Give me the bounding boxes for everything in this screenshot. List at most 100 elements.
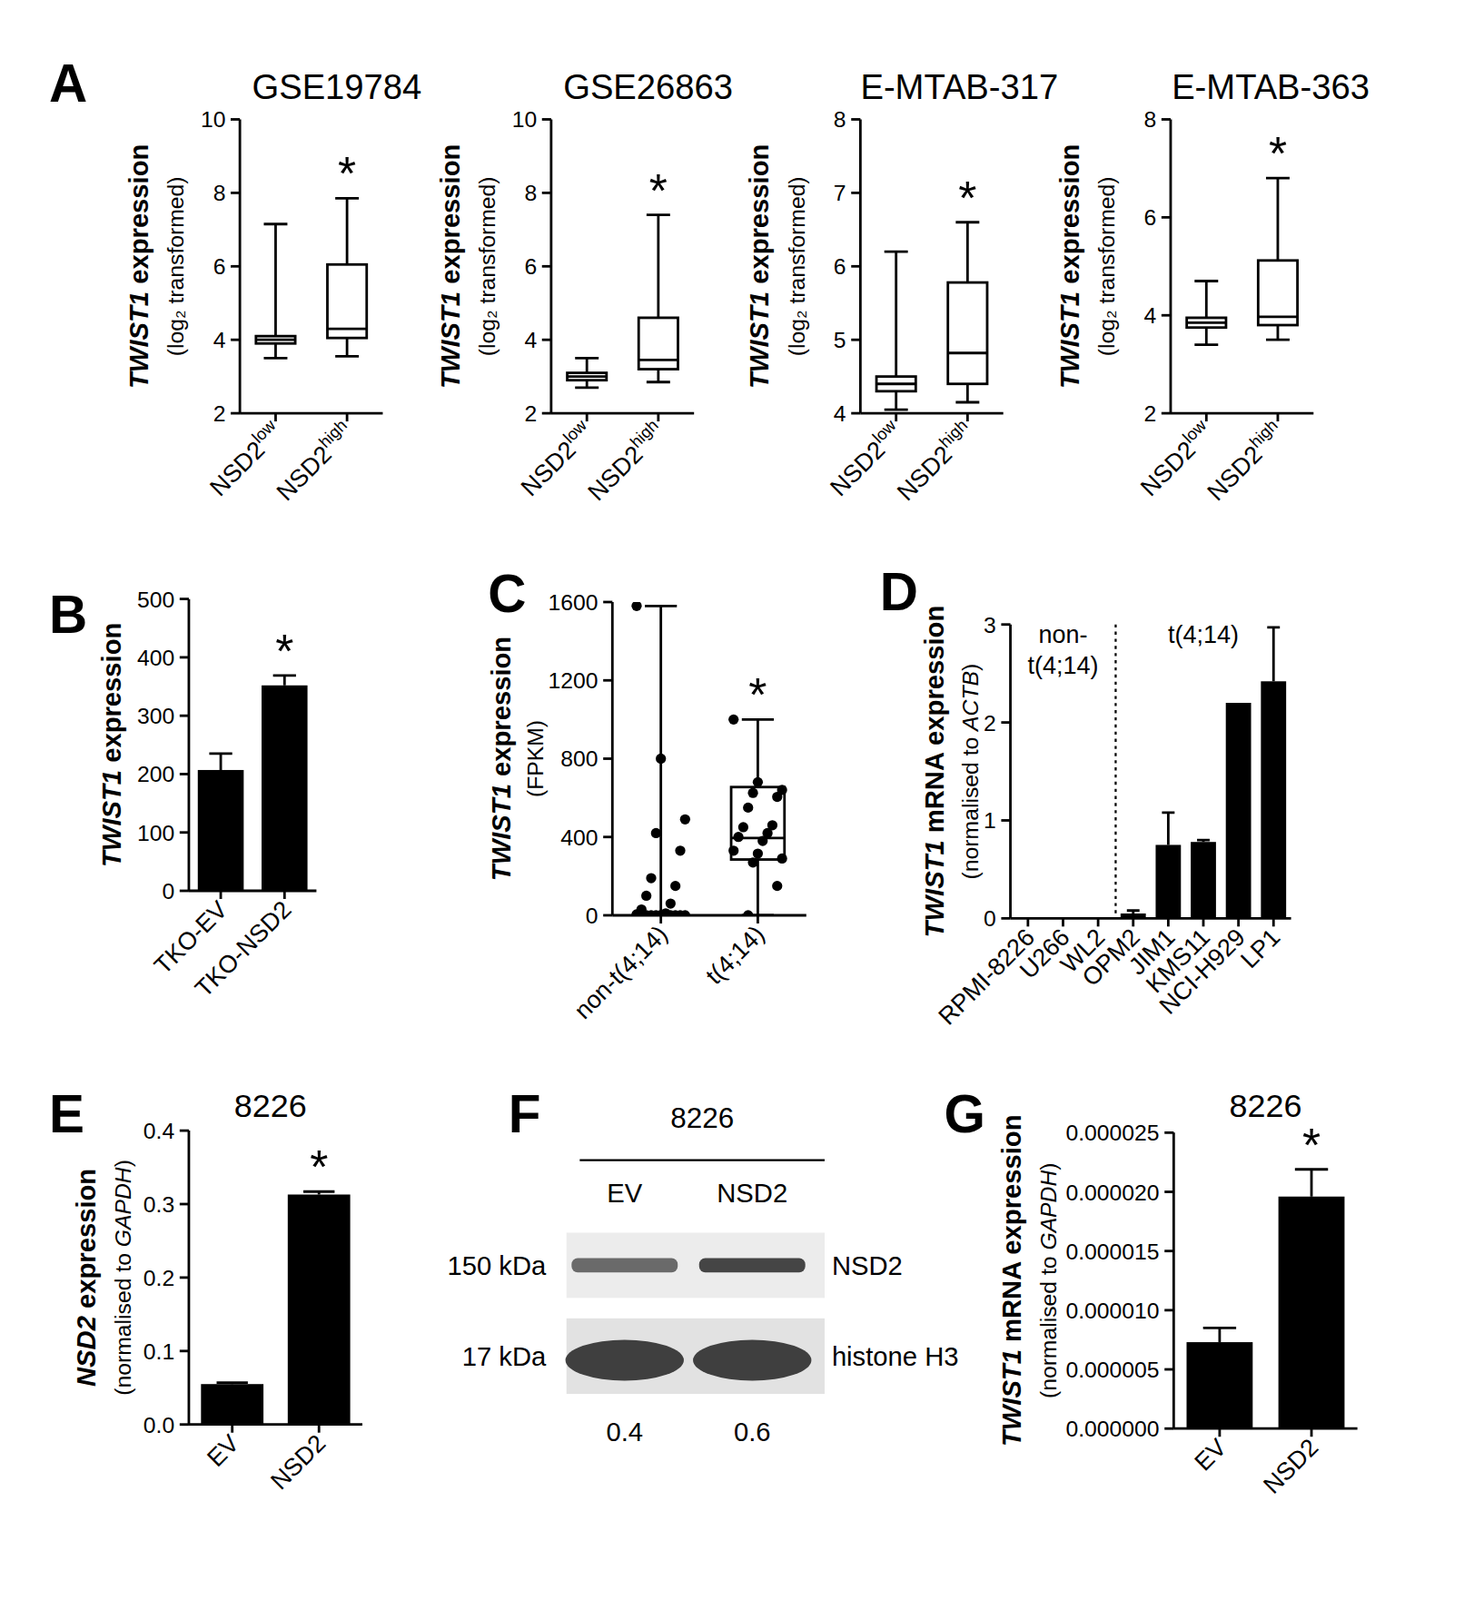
y-tick bbox=[179, 772, 189, 776]
y-tick bbox=[179, 655, 189, 659]
y-axis-label: TWIST1 mRNA expression bbox=[920, 605, 950, 939]
band-size: 150 kDa bbox=[446, 1251, 547, 1281]
panel-1: GSE26863246810TWIST1 expression(log₂ tra… bbox=[435, 67, 733, 506]
panel-letter: B bbox=[49, 584, 88, 644]
whisker-cap bbox=[644, 604, 677, 608]
text-part: TWIST1 bbox=[1055, 291, 1085, 389]
y-tick-label: 800 bbox=[560, 746, 598, 772]
y-tick bbox=[179, 1129, 189, 1133]
box bbox=[326, 264, 367, 338]
text-part: low bbox=[1178, 415, 1211, 447]
y-axis-label: TWIST1 expression bbox=[435, 144, 465, 389]
y-tick bbox=[542, 412, 552, 416]
chart-title: GSE19784 bbox=[251, 67, 422, 107]
y-tick-label: 0 bbox=[161, 879, 175, 904]
x-tick bbox=[1236, 918, 1240, 927]
text-part: high bbox=[935, 415, 971, 452]
data-point bbox=[651, 828, 662, 839]
y-tick bbox=[850, 338, 861, 342]
y-tick bbox=[850, 118, 861, 121]
x-tick bbox=[1217, 1428, 1221, 1437]
band-size: 17 kDa bbox=[462, 1342, 547, 1372]
text-part: GAPDH bbox=[1036, 1170, 1061, 1251]
x-tick bbox=[966, 413, 970, 422]
y-tick-label: 0.2 bbox=[143, 1266, 175, 1291]
y-tick bbox=[1164, 1368, 1174, 1372]
x-tick bbox=[1205, 413, 1208, 422]
data-point bbox=[752, 777, 763, 788]
y-tick-label: 6 bbox=[1143, 205, 1157, 230]
lane-label: EV bbox=[606, 1178, 643, 1208]
y-tick-label: 500 bbox=[137, 587, 175, 613]
y-tick bbox=[603, 757, 613, 761]
panel-9: G82260.0000000.0000050.0000100.0000150.0… bbox=[943, 1084, 1357, 1499]
y-tick-label: 400 bbox=[560, 825, 598, 851]
y-tick-label: 6 bbox=[833, 254, 847, 279]
y-tick bbox=[850, 265, 861, 268]
band-quantification: 0.4 bbox=[605, 1417, 644, 1447]
significance-mark: * bbox=[748, 668, 767, 722]
y-tick bbox=[230, 412, 240, 416]
box bbox=[638, 317, 678, 370]
whisker-cap bbox=[263, 356, 287, 360]
bar bbox=[261, 685, 308, 891]
x-tick bbox=[219, 890, 223, 900]
y-axis-label: (log₂ transformed) bbox=[474, 176, 500, 357]
group-label: t(4;14) bbox=[1167, 621, 1239, 649]
x-tick-label: NSD2high bbox=[1199, 415, 1291, 507]
x-tick-label: t(4;14) bbox=[700, 920, 770, 990]
whisker-cap bbox=[574, 356, 599, 360]
y-tick-label: 1 bbox=[983, 808, 997, 833]
x-tick bbox=[230, 1424, 234, 1434]
box bbox=[256, 336, 296, 344]
whisker bbox=[1205, 280, 1208, 345]
text-part: low bbox=[559, 415, 592, 447]
bar bbox=[197, 770, 245, 891]
y-tick bbox=[1161, 118, 1171, 121]
error-cap bbox=[1266, 626, 1280, 630]
marks bbox=[197, 675, 308, 891]
band-quantification: 0.6 bbox=[733, 1417, 772, 1447]
y-tick bbox=[1161, 216, 1171, 219]
y-tick-label: 8 bbox=[1143, 107, 1157, 132]
x-tick bbox=[1061, 918, 1065, 927]
y-tick bbox=[1000, 917, 1010, 921]
y-tick-label: 4 bbox=[213, 327, 227, 353]
y-tick bbox=[179, 714, 189, 718]
marks bbox=[1120, 627, 1287, 919]
y-tick-label: 3 bbox=[983, 613, 997, 638]
significance-mark: * bbox=[275, 624, 294, 678]
x-tick-label: NSD2high bbox=[580, 415, 672, 507]
error-bar bbox=[1167, 812, 1170, 846]
y-tick-label: 2 bbox=[524, 401, 537, 426]
y-tick bbox=[542, 191, 552, 195]
data-point bbox=[771, 880, 782, 891]
x-tick bbox=[1276, 413, 1280, 422]
y-tick-label: 0.000005 bbox=[1065, 1357, 1159, 1383]
box bbox=[1187, 317, 1227, 328]
error-cap bbox=[208, 752, 232, 756]
box bbox=[948, 282, 988, 385]
bar bbox=[1186, 1342, 1253, 1429]
significance-mark: * bbox=[1268, 127, 1287, 180]
error-bar bbox=[1310, 1169, 1314, 1198]
y-tick bbox=[1161, 314, 1171, 317]
data-point bbox=[665, 898, 676, 909]
y-tick-label: 10 bbox=[512, 107, 538, 132]
data-point bbox=[747, 857, 758, 868]
x-tick-label: EV bbox=[1188, 1434, 1232, 1477]
significance-mark: * bbox=[1302, 1118, 1321, 1172]
text-part: TWIST1 bbox=[486, 783, 516, 881]
y-axis-label: NSD2 expression bbox=[71, 1168, 101, 1387]
y-tick bbox=[603, 601, 613, 604]
x-tick-label: NSD2 bbox=[1257, 1434, 1324, 1500]
data-point bbox=[776, 853, 787, 864]
band-name: histone H3 bbox=[831, 1342, 960, 1372]
x-tick bbox=[346, 413, 349, 422]
x-tick-label: TKO-NSD2 bbox=[189, 896, 297, 1004]
x-tick bbox=[894, 413, 898, 422]
y-tick-label: 300 bbox=[137, 703, 175, 729]
chart-title: GSE26863 bbox=[563, 67, 733, 107]
y-tick-label: 0 bbox=[585, 903, 599, 929]
panel-letter: C bbox=[487, 563, 526, 624]
